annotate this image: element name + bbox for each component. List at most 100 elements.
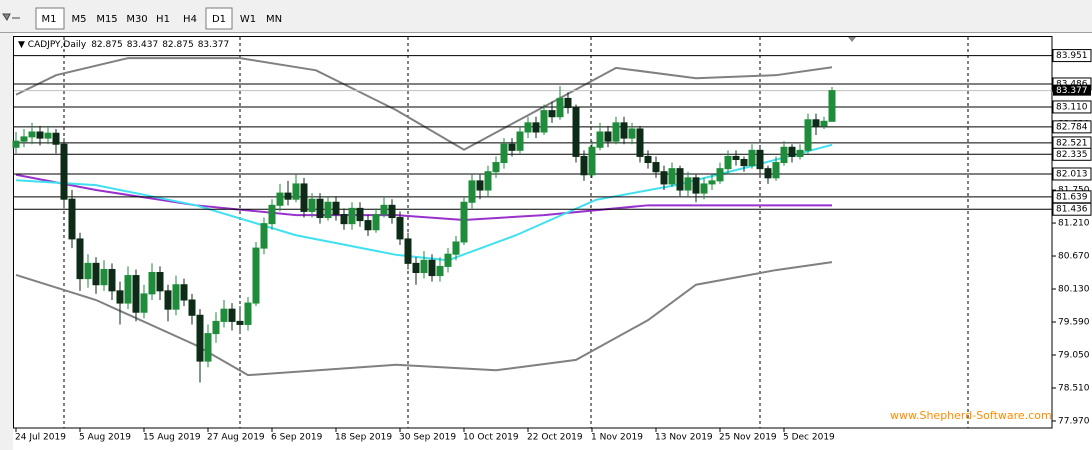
- symbol: CADJPY,Daily: [28, 40, 87, 50]
- x-tick-label: 25 Nov 2019: [719, 433, 777, 443]
- candle-body: [188, 299, 196, 316]
- timeframe-button[interactable]: H1: [156, 14, 170, 25]
- level-label-box: [1052, 49, 1092, 63]
- y-tick-label: 79.050: [1058, 350, 1090, 360]
- low-value: 82.875: [162, 40, 194, 50]
- candle-body: [228, 308, 236, 322]
- candle-body: [700, 183, 708, 194]
- candle-body: [388, 204, 396, 219]
- candle-body: [76, 238, 84, 280]
- timeframe-button[interactable]: H4: [183, 14, 197, 25]
- candle-body: [204, 333, 212, 362]
- candle-body: [356, 207, 364, 222]
- candle-body: [612, 122, 620, 142]
- level-label-box: [1052, 120, 1092, 134]
- candle-body: [660, 171, 668, 185]
- candle-body: [588, 146, 596, 176]
- candle-body: [108, 268, 116, 292]
- candle-body: [140, 293, 148, 313]
- candle-body: [84, 262, 92, 280]
- timeframe-button[interactable]: D1: [212, 14, 226, 25]
- x-tick-label: 22 Oct 2019: [527, 433, 583, 443]
- level-label: 82.335: [1056, 150, 1088, 160]
- candle-body: [244, 302, 252, 325]
- candle-body: [628, 128, 636, 139]
- candle-body: [796, 149, 804, 157]
- bid-label: 83.377: [1056, 86, 1088, 96]
- candle-body: [236, 320, 244, 325]
- candle-body: [332, 201, 340, 215]
- candle-body: [764, 168, 772, 179]
- candle-body: [652, 162, 660, 173]
- candle-body: [468, 180, 476, 203]
- candle-body: [500, 143, 508, 164]
- x-tick-label: 18 Sep 2019: [335, 433, 392, 443]
- candle-body: [772, 162, 780, 179]
- candle-body: [644, 155, 652, 164]
- candle-body: [708, 180, 716, 185]
- candle-body: [116, 290, 124, 304]
- candle-body: [804, 119, 812, 151]
- drawing-tool-icon[interactable]: [2, 13, 20, 21]
- level-label: 82.013: [1056, 169, 1088, 179]
- candle-body: [164, 290, 172, 310]
- indicator-line: [15, 57, 833, 151]
- level-label: 82.521: [1056, 138, 1088, 148]
- candle-body: [556, 97, 564, 118]
- timeframe-button[interactable]: M30: [126, 14, 147, 25]
- candle-body: [252, 247, 260, 304]
- x-tick-label: 30 Sep 2019: [399, 433, 456, 443]
- candle-body: [828, 90, 836, 122]
- candle-body: [172, 284, 180, 310]
- x-tick-label: 5 Aug 2019: [79, 433, 131, 443]
- candle-body: [268, 204, 276, 225]
- level-label-box: [1052, 167, 1092, 181]
- timeframe-button[interactable]: MN: [266, 14, 282, 25]
- plot-frame: [13, 36, 1053, 429]
- candle-body: [12, 140, 20, 148]
- candle-body: [436, 265, 444, 277]
- candle-body: [260, 223, 268, 249]
- level-label-box: [1052, 202, 1092, 216]
- month-separators: [63, 37, 969, 428]
- candle-body: [692, 177, 700, 194]
- y-tick-label: 81.210: [1058, 219, 1090, 229]
- timeframe-button[interactable]: M15: [96, 14, 117, 25]
- timeframe-button[interactable]: M5: [72, 14, 87, 25]
- level-label-box: [1052, 100, 1092, 114]
- y-tick-label: 79.590: [1058, 318, 1090, 328]
- candle-body: [540, 110, 548, 133]
- candle-body: [620, 122, 628, 139]
- x-tick-label: 6 Sep 2019: [271, 433, 323, 443]
- level-label: 81.436: [1056, 205, 1088, 215]
- candle-body: [564, 97, 572, 109]
- candle-body: [596, 131, 604, 148]
- candle-body: [396, 217, 404, 240]
- candle-body: [148, 272, 156, 295]
- level-label: 83.486: [1056, 79, 1088, 89]
- candle-body: [604, 131, 612, 142]
- timeframe-button[interactable]: W1: [240, 14, 256, 25]
- candle-body: [92, 262, 100, 286]
- candle-body: [780, 146, 788, 164]
- candle-body: [324, 201, 332, 219]
- candle-body: [756, 149, 764, 170]
- candle-body: [548, 110, 556, 118]
- y-tick-label: 78.510: [1058, 383, 1090, 393]
- indicator-line: [15, 261, 833, 377]
- candle-body: [220, 308, 228, 322]
- candle-body: [44, 132, 52, 139]
- candle-body: [580, 155, 588, 176]
- timeframe-button[interactable]: M1: [42, 14, 57, 25]
- candle-body: [420, 259, 428, 274]
- candle-body: [484, 171, 492, 191]
- candle-body: [716, 168, 724, 182]
- candle-body: [428, 259, 436, 277]
- candle-body: [380, 204, 388, 215]
- candle-body: [132, 275, 140, 313]
- candle-body: [508, 143, 516, 151]
- candle-body: [412, 262, 420, 274]
- x-tick-label: 24 Jul 2019: [15, 433, 66, 443]
- level-label: 81.639: [1056, 192, 1088, 202]
